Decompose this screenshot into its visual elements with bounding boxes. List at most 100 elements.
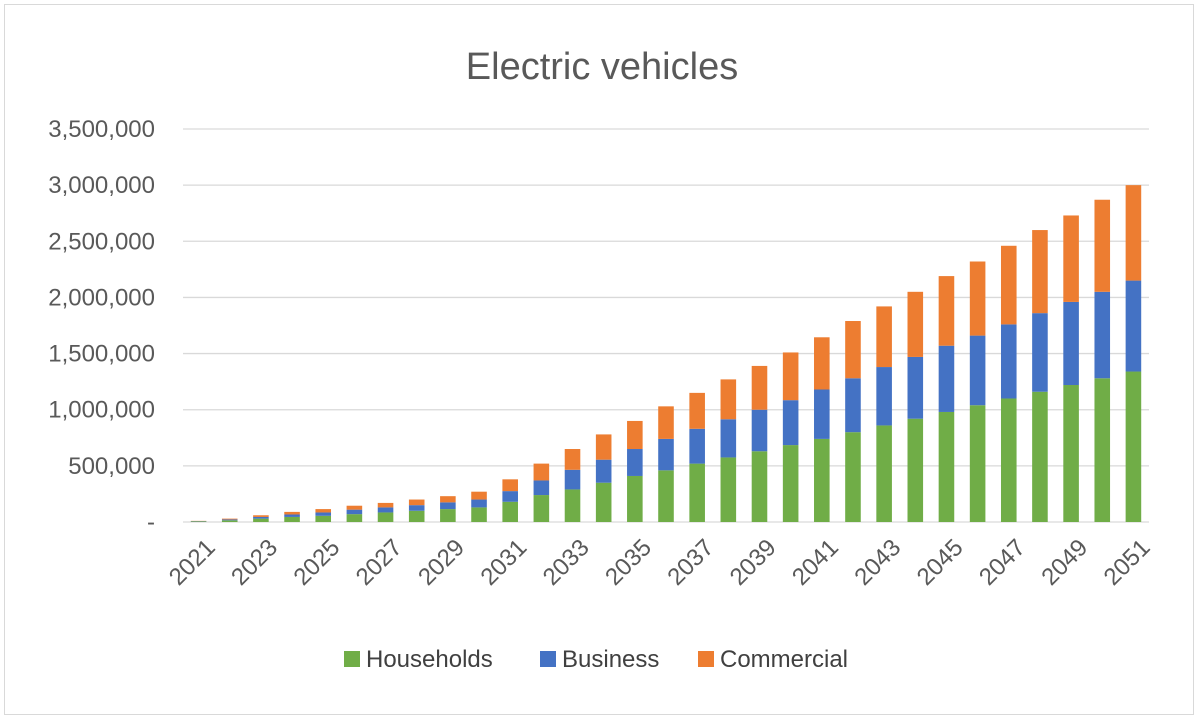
bar-business-2041 (814, 389, 830, 439)
bar-commercial-2042 (845, 321, 861, 379)
x-tick-label: 2025 (289, 534, 346, 591)
y-axis: - 500,000 1,000,000 1,500,000 2,000,000 2,500… (48, 116, 155, 536)
legend-label-business: Business (562, 646, 659, 673)
bar-households-2043 (876, 425, 892, 522)
bar-commercial-2024 (284, 511, 300, 515)
bar-business-2025 (315, 512, 332, 516)
bar-business-2031 (502, 491, 518, 502)
bar-commercial-2048 (1032, 230, 1048, 314)
bar-households-2047 (1000, 398, 1017, 522)
x-tick-label: 2029 (413, 534, 470, 591)
bar-business-2044 (907, 356, 924, 419)
bar-commercial-2032 (533, 463, 550, 481)
bar-business-2050 (1094, 291, 1111, 379)
bar-commercial-2036 (658, 406, 674, 439)
bar-commercial-2050 (1094, 199, 1111, 292)
y-tick-label: - (147, 509, 155, 536)
bar-commercial-2044 (907, 291, 924, 357)
bar-households-2028 (408, 510, 425, 522)
bar-commercial-2026 (346, 505, 363, 510)
bar-households-2027 (377, 512, 394, 522)
bar-business-2022 (221, 519, 238, 521)
bar-commercial-2037 (689, 392, 705, 429)
bar-commercial-2030 (471, 491, 487, 500)
x-tick-label: 2049 (1036, 534, 1093, 591)
bar-households-2036 (658, 470, 674, 522)
bar-commercial-2031 (502, 479, 518, 492)
bar-households-2038 (720, 457, 737, 522)
bar-commercial-2029 (440, 496, 456, 503)
bar-business-2051 (1125, 280, 1142, 372)
x-tick-label: 2023 (226, 534, 283, 591)
bar-business-2029 (440, 502, 456, 510)
x-tick-label: 2039 (725, 534, 782, 591)
bar-business-2048 (1032, 313, 1048, 392)
bar-households-2045 (938, 411, 955, 522)
bar-households-2044 (907, 418, 924, 522)
y-tick-label: 3,000,000 (48, 172, 155, 199)
legend-swatch-business (540, 651, 556, 667)
bar-households-2026 (346, 514, 363, 522)
bar-commercial-2046 (969, 261, 986, 336)
chart-frame: Electric vehicles - 500,000 1,000,000 1,500… (4, 4, 1194, 715)
y-tick-label: 3,500,000 (48, 116, 155, 143)
bar-households-2032 (533, 495, 550, 522)
bar-business-2023 (253, 516, 269, 519)
bar-business-2034 (595, 459, 612, 483)
y-tick-label: 2,500,000 (48, 228, 155, 255)
bar-households-2021 (190, 521, 207, 522)
legend-swatch-households (344, 651, 360, 667)
bar-commercial-2033 (564, 449, 581, 470)
x-tick-label: 2047 (974, 534, 1031, 591)
bar-commercial-2041 (814, 337, 830, 390)
bar-households-2049 (1063, 385, 1079, 522)
bar-business-2033 (564, 469, 581, 490)
legend-swatch-commercial (698, 651, 714, 667)
bar-business-2026 (346, 509, 363, 515)
bar-commercial-2047 (1000, 245, 1017, 325)
bar-households-2037 (689, 463, 705, 522)
bar-business-2037 (689, 428, 705, 464)
bar-households-2051 (1125, 371, 1142, 522)
bar-business-2032 (533, 480, 550, 496)
bar-commercial-2043 (876, 306, 892, 368)
bar-commercial-2039 (751, 365, 768, 410)
x-tick-label: 2045 (912, 534, 969, 591)
bar-business-2049 (1063, 301, 1079, 386)
bar-households-2034 (595, 482, 612, 522)
bar-business-2039 (751, 409, 768, 452)
bar-business-2038 (720, 419, 737, 458)
bar-business-2027 (377, 507, 394, 513)
bar-business-2043 (876, 367, 892, 426)
bar-households-2050 (1094, 378, 1111, 522)
bar-households-2033 (564, 489, 581, 522)
chart-svg: Electric vehicles - 500,000 1,000,000 1,500… (48, 46, 1156, 673)
bar-business-2046 (969, 335, 986, 406)
x-tick-label: 2041 (787, 534, 844, 591)
bar-commercial-2028 (408, 499, 425, 506)
bar-households-2046 (969, 405, 986, 522)
bar-business-2035 (627, 449, 643, 476)
legend: Households Business Commercial (344, 646, 848, 673)
bar-commercial-2027 (377, 502, 394, 508)
bar-commercial-2035 (627, 420, 643, 450)
bar-households-2024 (284, 516, 300, 522)
x-tick-label: 2043 (849, 534, 906, 591)
bar-business-2030 (471, 499, 487, 508)
x-tick-label: 2051 (1099, 534, 1156, 591)
bar-households-2035 (627, 475, 643, 522)
bar-households-2022 (221, 520, 238, 522)
bar-commercial-2038 (720, 379, 737, 420)
bar-business-2047 (1000, 324, 1017, 399)
x-tick-label: 2033 (538, 534, 595, 591)
bar-business-2042 (845, 378, 861, 433)
bar-households-2025 (315, 515, 332, 522)
bar-households-2041 (814, 438, 830, 522)
x-tick-label: 2027 (351, 534, 408, 591)
bar-commercial-2045 (938, 276, 955, 346)
bar-business-2036 (658, 438, 674, 471)
bar-business-2040 (782, 400, 799, 446)
chart-title: Electric vehicles (466, 46, 738, 88)
bar-households-2042 (845, 432, 861, 522)
x-tick-label: 2037 (662, 534, 719, 591)
